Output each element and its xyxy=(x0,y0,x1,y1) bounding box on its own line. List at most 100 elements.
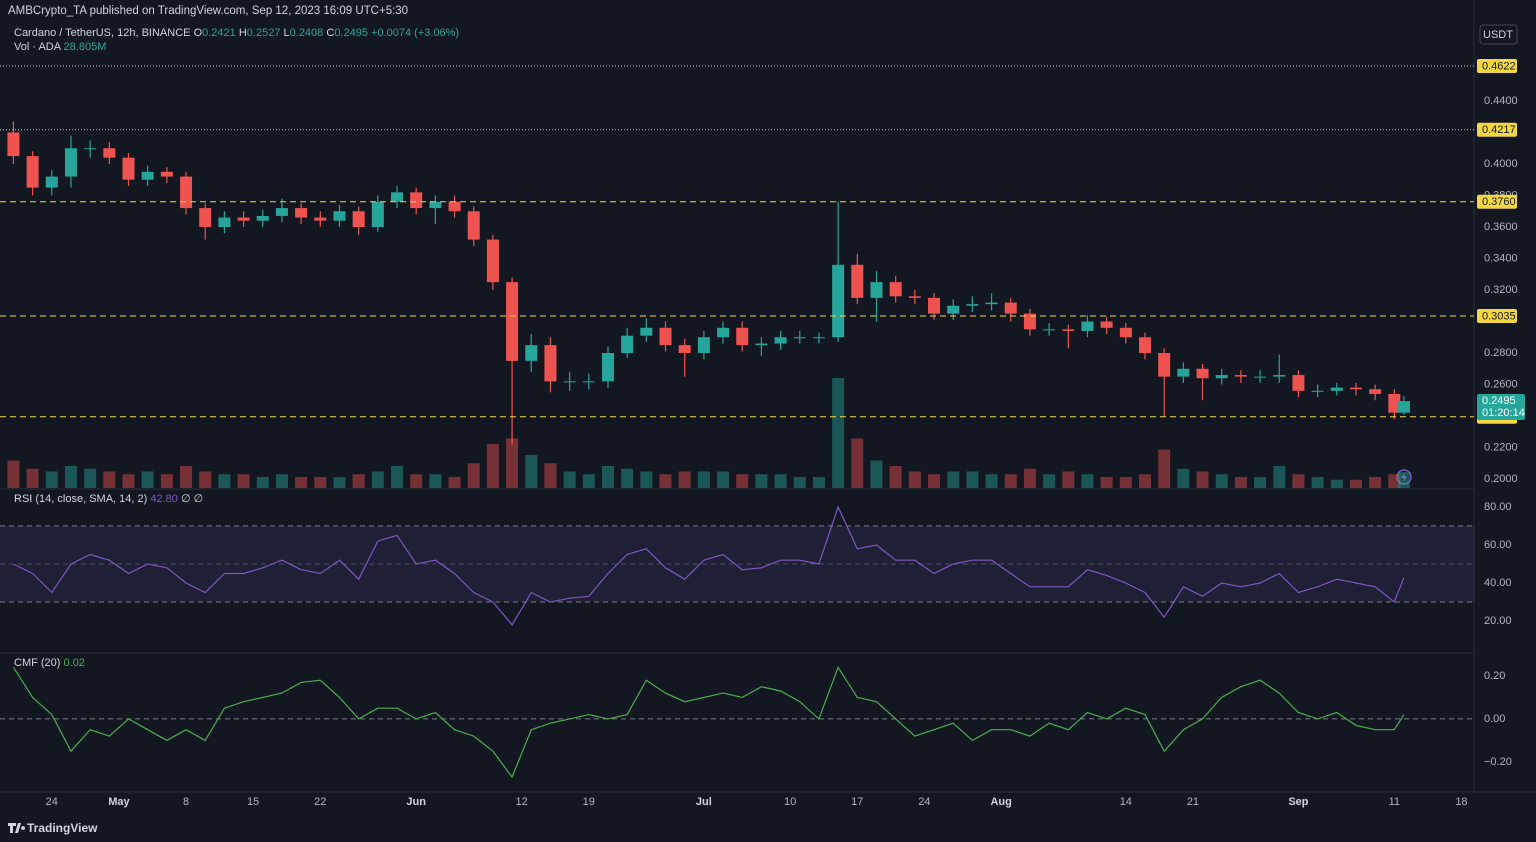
x-tick-label: 12 xyxy=(516,796,528,808)
candle-body xyxy=(1292,375,1305,391)
x-tick-label: Jun xyxy=(406,796,426,808)
volume-bar xyxy=(256,477,269,488)
rsi-line xyxy=(13,505,1405,626)
candle-body xyxy=(717,327,730,338)
volume-bar xyxy=(7,460,20,488)
candle-body xyxy=(7,132,20,157)
volume-bar xyxy=(1215,474,1228,488)
candle-body xyxy=(697,337,710,354)
x-tick-label: 14 xyxy=(1120,796,1132,808)
candle-body xyxy=(371,201,384,227)
ohlc-key: H xyxy=(239,27,247,39)
ohlc-value: 0.2408 xyxy=(290,27,324,39)
volume-bar xyxy=(736,474,749,488)
candle-body xyxy=(141,171,154,180)
candle-body xyxy=(1100,321,1113,328)
y-tick-label: 0.3200 xyxy=(1484,284,1518,296)
candle-body xyxy=(1330,387,1343,391)
candle-body xyxy=(1043,329,1056,331)
candle-body xyxy=(1369,389,1382,394)
y-tick-label: 20.00 xyxy=(1484,615,1512,627)
candle-body xyxy=(1004,302,1017,314)
currency-box[interactable] xyxy=(1479,24,1518,45)
y-tick-label: 0.4000 xyxy=(1484,158,1518,170)
plot xyxy=(0,65,1474,779)
alert-icon[interactable] xyxy=(1396,469,1412,485)
cmf-legend: CMF (20) 0.02 xyxy=(14,657,85,669)
price-scale: 0.2000 0.2200 0.2600 0.2800 0.3200 0.3400 0.36… xyxy=(1477,58,1525,768)
volume-bar xyxy=(391,466,404,488)
candle-body xyxy=(26,156,39,188)
candle-body xyxy=(966,304,979,306)
x-tick-label: 21 xyxy=(1187,796,1199,808)
candle-body xyxy=(544,345,557,382)
candle-body xyxy=(582,381,595,383)
volume-bar xyxy=(1138,474,1151,488)
volume-bar xyxy=(966,471,979,488)
volume-bar xyxy=(1349,479,1362,488)
y-tick-label: 0.2600 xyxy=(1484,378,1518,390)
candle-body xyxy=(237,217,250,221)
volume-bar xyxy=(601,466,614,488)
volume-bar xyxy=(1004,474,1017,488)
volume-bar xyxy=(1234,477,1247,488)
volume-bar xyxy=(486,444,499,488)
volume-bar xyxy=(812,477,825,488)
volume-title: Vol · ADA xyxy=(14,41,62,53)
candle-body xyxy=(1196,368,1209,379)
candle-body xyxy=(45,176,58,188)
volume-bar xyxy=(122,474,135,488)
candle-body xyxy=(1023,313,1036,330)
x-tick-label: 22 xyxy=(314,796,326,808)
candle-body xyxy=(333,211,346,221)
volume-bar xyxy=(928,474,941,488)
candle-body xyxy=(889,282,902,297)
candle-body xyxy=(832,264,845,338)
x-tick-label: 24 xyxy=(918,796,930,808)
volume-bar xyxy=(851,438,864,488)
x-tick-label: 15 xyxy=(247,796,259,808)
legend: Cardano / TetherUS, 12h, BINANCE O0.2421… xyxy=(14,27,459,39)
volume-bar xyxy=(1388,474,1401,488)
candle-body xyxy=(812,337,825,339)
rsi-extra: ∅ ∅ xyxy=(181,493,203,505)
candle-body xyxy=(64,148,77,177)
published-note: AMBCrypto_TA published on TradingView.co… xyxy=(8,5,408,17)
volume-bar xyxy=(563,471,576,488)
candle-body xyxy=(1349,387,1362,390)
volume-bar xyxy=(832,378,845,488)
symbol-title: Cardano / TetherUS, 12h, BINANCE xyxy=(14,27,191,39)
volume-bar xyxy=(678,471,691,488)
candle-body xyxy=(1273,375,1286,377)
x-tick-label: Aug xyxy=(990,796,1011,808)
volume-bar xyxy=(1273,466,1286,488)
volume-bar xyxy=(26,468,39,488)
candle-body xyxy=(1081,321,1094,331)
currency[interactable]: USDT xyxy=(1483,29,1513,41)
x-tick-label: 11 xyxy=(1389,796,1400,808)
candle-body xyxy=(1254,376,1267,378)
rsi-value: 42.80 xyxy=(150,493,178,505)
candle-body xyxy=(947,305,960,314)
x-tick-label: 19 xyxy=(583,796,595,808)
volume-bar xyxy=(621,468,634,488)
rsi-title: RSI (14, close, SMA, 14, 2) xyxy=(14,493,147,505)
volume-bar xyxy=(295,477,308,488)
x-tick-label: 18 xyxy=(1455,796,1467,808)
candle-body xyxy=(1062,329,1075,331)
volume-bar xyxy=(1311,477,1324,488)
volume-bar xyxy=(1062,471,1075,488)
candle-body xyxy=(84,148,97,150)
candle-body xyxy=(410,192,423,209)
volume-bar xyxy=(1254,477,1267,488)
candle-body xyxy=(736,327,749,346)
candle-body xyxy=(755,343,768,346)
volume-bar xyxy=(697,471,710,488)
ohlc-key: O xyxy=(194,27,203,39)
volume-bar xyxy=(160,474,173,488)
y-tick-label: −0.20 xyxy=(1484,756,1512,768)
candle-body xyxy=(985,302,998,305)
volume-bar xyxy=(1397,472,1410,488)
volume-bar xyxy=(1100,477,1113,488)
y-tick-label: 0.3400 xyxy=(1484,252,1518,264)
